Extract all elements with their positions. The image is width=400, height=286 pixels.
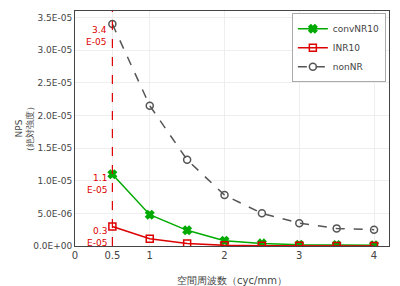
svg-text:0.0E+00: 0.0E+00	[33, 241, 72, 251]
svg-text:INR10: INR10	[333, 43, 360, 53]
svg-text:1: 1	[147, 250, 153, 261]
svg-text:nonNR: nonNR	[333, 62, 363, 72]
svg-text:1.1E-05: 1.1E-05	[87, 173, 107, 195]
svg-text:0.3E-05: 0.3E-05	[87, 226, 107, 248]
svg-text:3: 3	[296, 250, 302, 261]
svg-text:2.5E-05: 2.5E-05	[37, 78, 72, 88]
svg-text:4: 4	[371, 250, 377, 261]
svg-text:0: 0	[72, 250, 78, 261]
svg-text:空間周波数（cyc/mm）: 空間周波数（cyc/mm）	[177, 275, 287, 286]
svg-text:3.5E-05: 3.5E-05	[37, 13, 72, 23]
svg-text:5.0E-06: 5.0E-06	[37, 209, 72, 219]
svg-text:1.5E-05: 1.5E-05	[37, 143, 72, 153]
svg-text:0.5: 0.5	[104, 250, 120, 261]
svg-text:3.4E-05: 3.4E-05	[86, 25, 107, 47]
svg-text:3.0E-05: 3.0E-05	[37, 45, 72, 55]
svg-text:2.0E-05: 2.0E-05	[37, 111, 72, 121]
svg-text:NPS（絶対強度）: NPS（絶対強度）	[14, 102, 36, 156]
svg-text:1.0E-05: 1.0E-05	[37, 176, 72, 186]
svg-text:convNR10: convNR10	[333, 24, 379, 34]
svg-text:2: 2	[221, 250, 227, 261]
